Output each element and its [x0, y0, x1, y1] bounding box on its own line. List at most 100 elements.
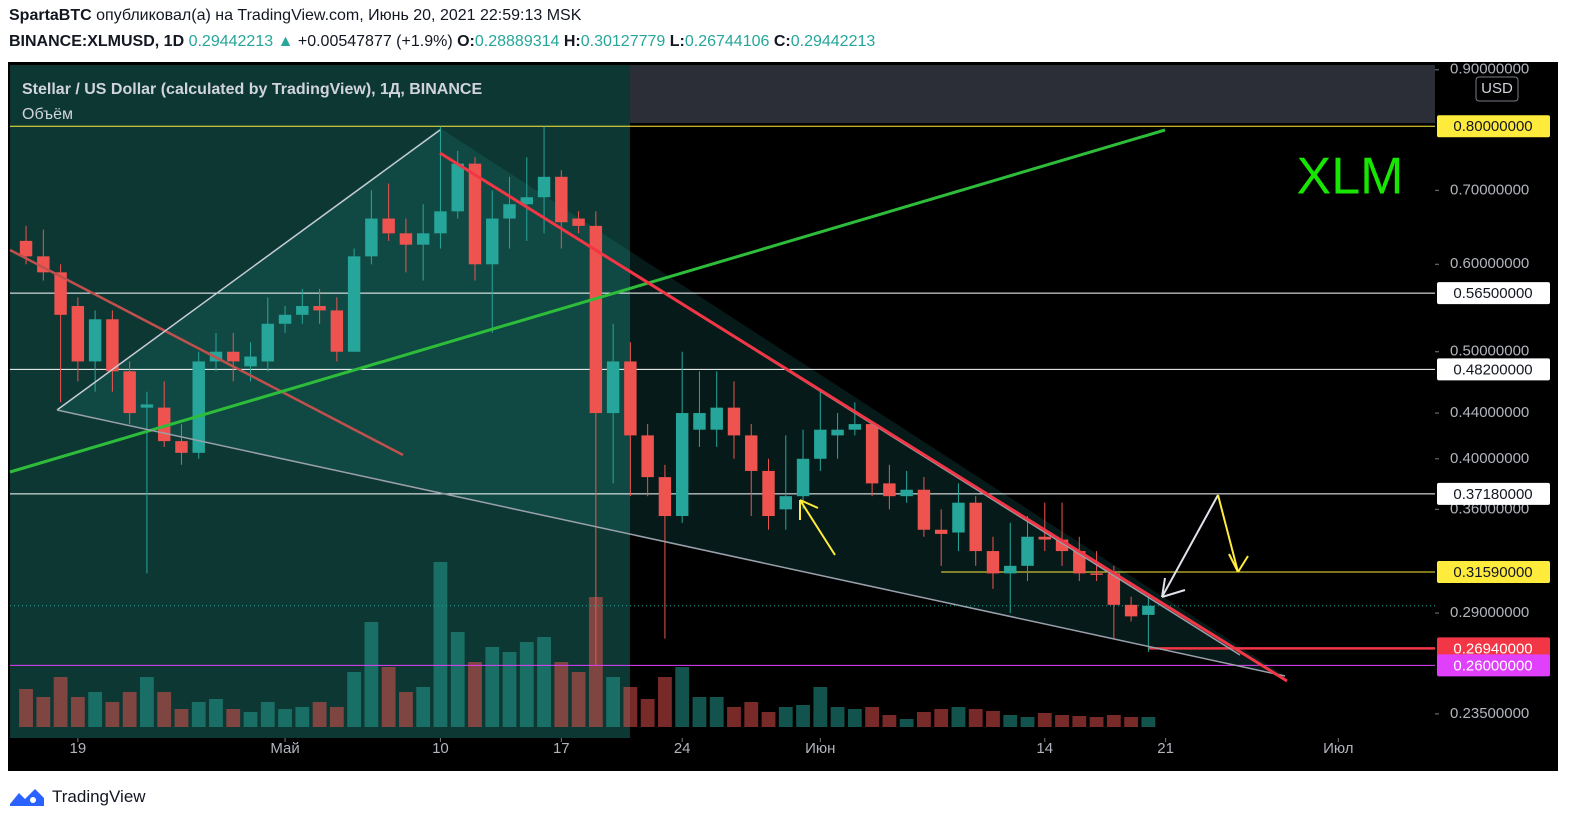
- candle-body: [71, 306, 85, 362]
- volume-bar: [122, 692, 137, 727]
- level-label-box: [1437, 115, 1550, 138]
- volume-bar: [882, 715, 897, 727]
- volume-bar: [1124, 717, 1139, 727]
- volume-bar: [899, 719, 914, 727]
- volume-bar: [381, 667, 396, 727]
- level-label-box: [1437, 482, 1550, 505]
- level-label: 0.80000000: [1453, 118, 1532, 135]
- volume-bar: [312, 702, 327, 727]
- x-tick-label: 14: [1036, 740, 1053, 757]
- candle-body: [19, 240, 33, 257]
- trend-line: [9, 128, 1166, 474]
- candle-body: [330, 310, 344, 352]
- volume-bar: [537, 637, 551, 727]
- volume-bar: [260, 702, 275, 727]
- candle-body: [382, 218, 395, 234]
- published: опубликовал(а) на TradingView.com, Июнь …: [96, 7, 582, 24]
- candle-body: [1004, 565, 1017, 574]
- last: 0.29442213: [188, 33, 274, 50]
- candle-body: [900, 489, 913, 497]
- volume-bar: [813, 687, 828, 727]
- level-label: 0.26940000: [1453, 640, 1532, 657]
- level-label-box: [1437, 637, 1550, 660]
- volume-bar: [865, 707, 880, 727]
- volume-bar: [796, 705, 810, 727]
- arrow-head: [1161, 577, 1186, 598]
- candle-body: [589, 225, 603, 414]
- candle-body: [1021, 536, 1034, 566]
- candle-body: [883, 483, 896, 497]
- x-tick-label: 24: [674, 740, 691, 757]
- candle-body: [796, 458, 810, 497]
- candle-body: [296, 306, 309, 315]
- wedge-line: [56, 129, 441, 411]
- volume-bar: [830, 707, 845, 727]
- y-tick-label: 0.44000000: [1450, 404, 1529, 421]
- volume-bar: [209, 699, 223, 727]
- volume-bar: [554, 662, 569, 727]
- volume-bar: [1141, 717, 1156, 727]
- x-tick-label: 21: [1157, 740, 1174, 757]
- volume-bar: [951, 707, 966, 727]
- volume-bar: [70, 697, 85, 727]
- candle-body: [192, 361, 205, 453]
- volume-bar: [105, 702, 120, 727]
- volume-bar: [761, 712, 776, 727]
- level-label-box: [1437, 358, 1550, 381]
- candle-body: [261, 323, 275, 362]
- annotation: XLM: [1297, 148, 1404, 206]
- candle-body: [865, 424, 879, 484]
- volume-bar: [1089, 717, 1104, 727]
- x-tick-label: Июн: [805, 740, 835, 757]
- candle-body: [917, 489, 931, 530]
- y-tick-label: 0.60000000: [1450, 255, 1529, 272]
- candle-body: [1090, 573, 1103, 575]
- candle-body: [814, 429, 827, 459]
- volume-bar: [468, 662, 482, 727]
- candle-body: [468, 163, 482, 265]
- candle-body: [537, 176, 551, 198]
- trend-line: [9, 248, 404, 457]
- candle-body: [1107, 573, 1121, 605]
- arrow: ▲: [277, 33, 294, 50]
- arrow: [1217, 494, 1249, 573]
- candle-body: [278, 314, 292, 324]
- arrow: [1161, 494, 1219, 598]
- candle-body: [606, 361, 620, 414]
- level-label-box: [1437, 654, 1550, 677]
- candle-body: [779, 496, 792, 510]
- volume-bar: [399, 692, 413, 727]
- volume-bar: [157, 692, 172, 727]
- candle-body: [624, 361, 637, 436]
- h: 0.30127779: [580, 33, 666, 50]
- y-tick-label: 0.70000000: [1450, 181, 1529, 198]
- candle-body: [745, 435, 758, 471]
- volume-bar: [226, 709, 241, 727]
- wedge-line: [56, 409, 1286, 677]
- x-tick-label: Май: [270, 740, 299, 757]
- volume-bar: [53, 677, 68, 727]
- logo: [10, 789, 44, 806]
- volume-bar: [727, 707, 741, 727]
- candle-body: [486, 218, 499, 265]
- y-tick-label: 0.90000000: [1450, 61, 1529, 78]
- candle-body: [520, 197, 534, 205]
- candle-body: [434, 211, 447, 234]
- currency-box: [1475, 76, 1519, 102]
- candle-body: [952, 502, 965, 533]
- volume-bar: [1106, 715, 1121, 727]
- currency: USD: [1481, 80, 1513, 97]
- y-tick-label: 0.23500000: [1450, 705, 1529, 722]
- candle-body: [106, 319, 119, 372]
- footer: TradingView: [8, 786, 146, 808]
- x-tick-label: Июл: [1323, 740, 1353, 757]
- candle-body: [175, 441, 188, 453]
- x-tick-label: 19: [70, 740, 87, 757]
- volume-bar: [88, 692, 103, 727]
- volume-bar: [19, 689, 33, 727]
- candle-body: [347, 256, 361, 352]
- volume-bar: [640, 699, 655, 727]
- candle-body: [1142, 605, 1155, 615]
- level-label: 0.31590000: [1453, 564, 1532, 581]
